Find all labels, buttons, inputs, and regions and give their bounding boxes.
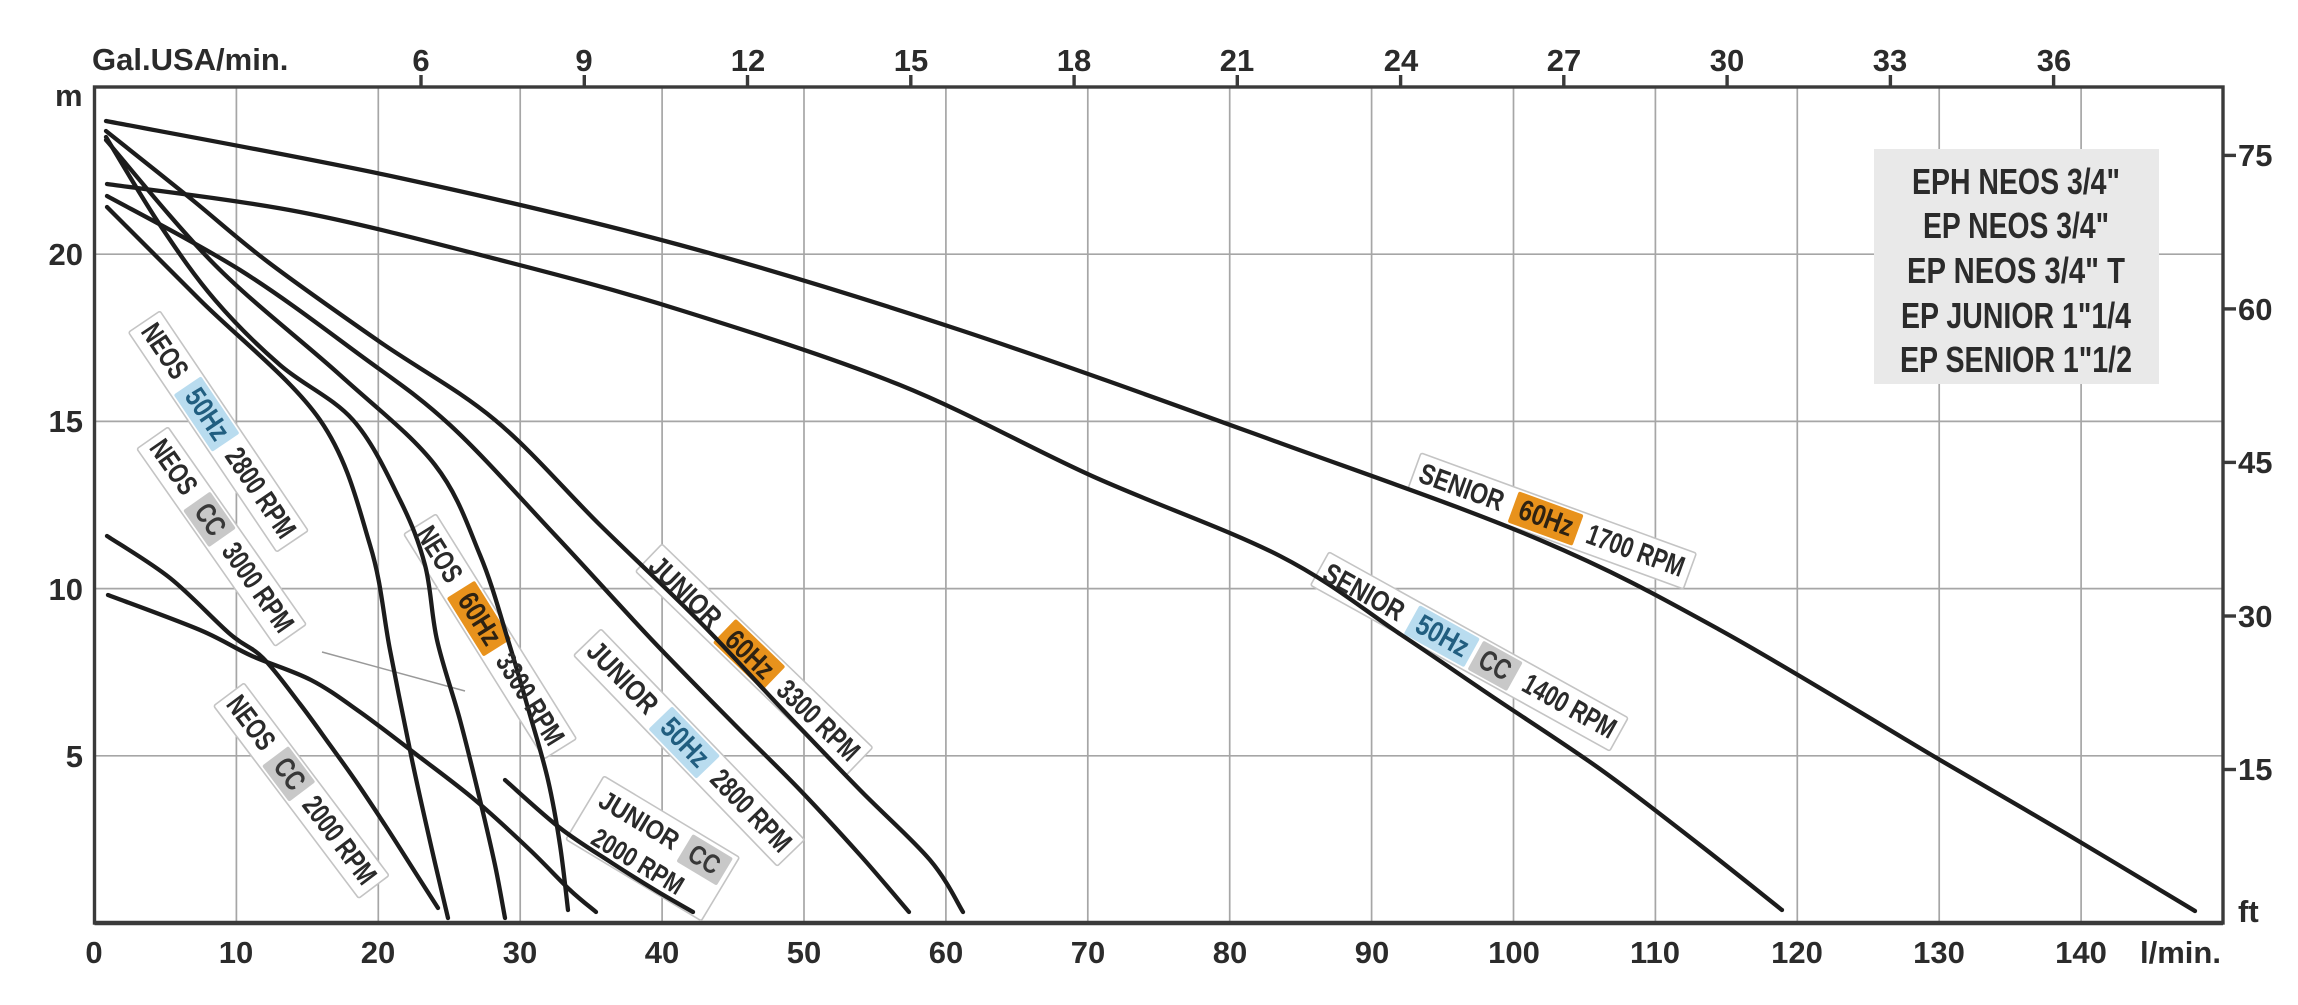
svg-text:60: 60 [929,935,963,970]
svg-text:Gal.USA/min.: Gal.USA/min. [92,42,288,77]
svg-text:m: m [55,78,83,113]
svg-text:30: 30 [503,935,537,970]
svg-text:27: 27 [1547,43,1581,78]
svg-text:70: 70 [1071,935,1105,970]
svg-text:EP NEOS 3/4" T: EP NEOS 3/4" T [1907,250,2125,291]
svg-text:15: 15 [49,404,83,439]
svg-text:110: 110 [1630,935,1680,970]
svg-text:5: 5 [66,739,83,774]
svg-text:30: 30 [2238,599,2272,634]
svg-text:21: 21 [1220,43,1254,78]
svg-text:9: 9 [575,43,592,78]
svg-text:10: 10 [219,935,253,970]
svg-text:20: 20 [361,935,395,970]
svg-text:80: 80 [1213,935,1247,970]
svg-text:120: 120 [1771,935,1823,970]
svg-text:10: 10 [49,572,83,607]
svg-text:6: 6 [412,43,429,78]
svg-text:EP JUNIOR 1"1/4: EP JUNIOR 1"1/4 [1901,295,2131,336]
svg-text:75: 75 [2238,138,2272,173]
svg-text:15: 15 [894,43,928,78]
svg-text:36: 36 [2037,43,2071,78]
svg-text:30: 30 [1710,43,1744,78]
svg-text:EPH NEOS 3/4": EPH NEOS 3/4" [1912,161,2120,202]
svg-text:45: 45 [2238,445,2272,480]
svg-text:EP SENIOR 1"1/2: EP SENIOR 1"1/2 [1900,339,2132,380]
svg-text:12: 12 [731,43,765,78]
svg-text:130: 130 [1913,935,1965,970]
svg-text:40: 40 [645,935,679,970]
svg-text:50: 50 [787,935,821,970]
svg-text:EP NEOS 3/4": EP NEOS 3/4" [1923,205,2109,246]
svg-text:0: 0 [85,935,102,970]
svg-text:60: 60 [2238,292,2272,327]
svg-text:ft: ft [2238,894,2259,929]
svg-text:33: 33 [1873,43,1907,78]
svg-text:15: 15 [2238,752,2272,787]
svg-text:90: 90 [1355,935,1389,970]
svg-text:l/min.: l/min. [2140,935,2221,970]
svg-text:20: 20 [49,237,83,272]
svg-text:100: 100 [1488,935,1540,970]
svg-text:24: 24 [1384,43,1419,78]
svg-text:18: 18 [1057,43,1091,78]
svg-text:140: 140 [2055,935,2107,970]
